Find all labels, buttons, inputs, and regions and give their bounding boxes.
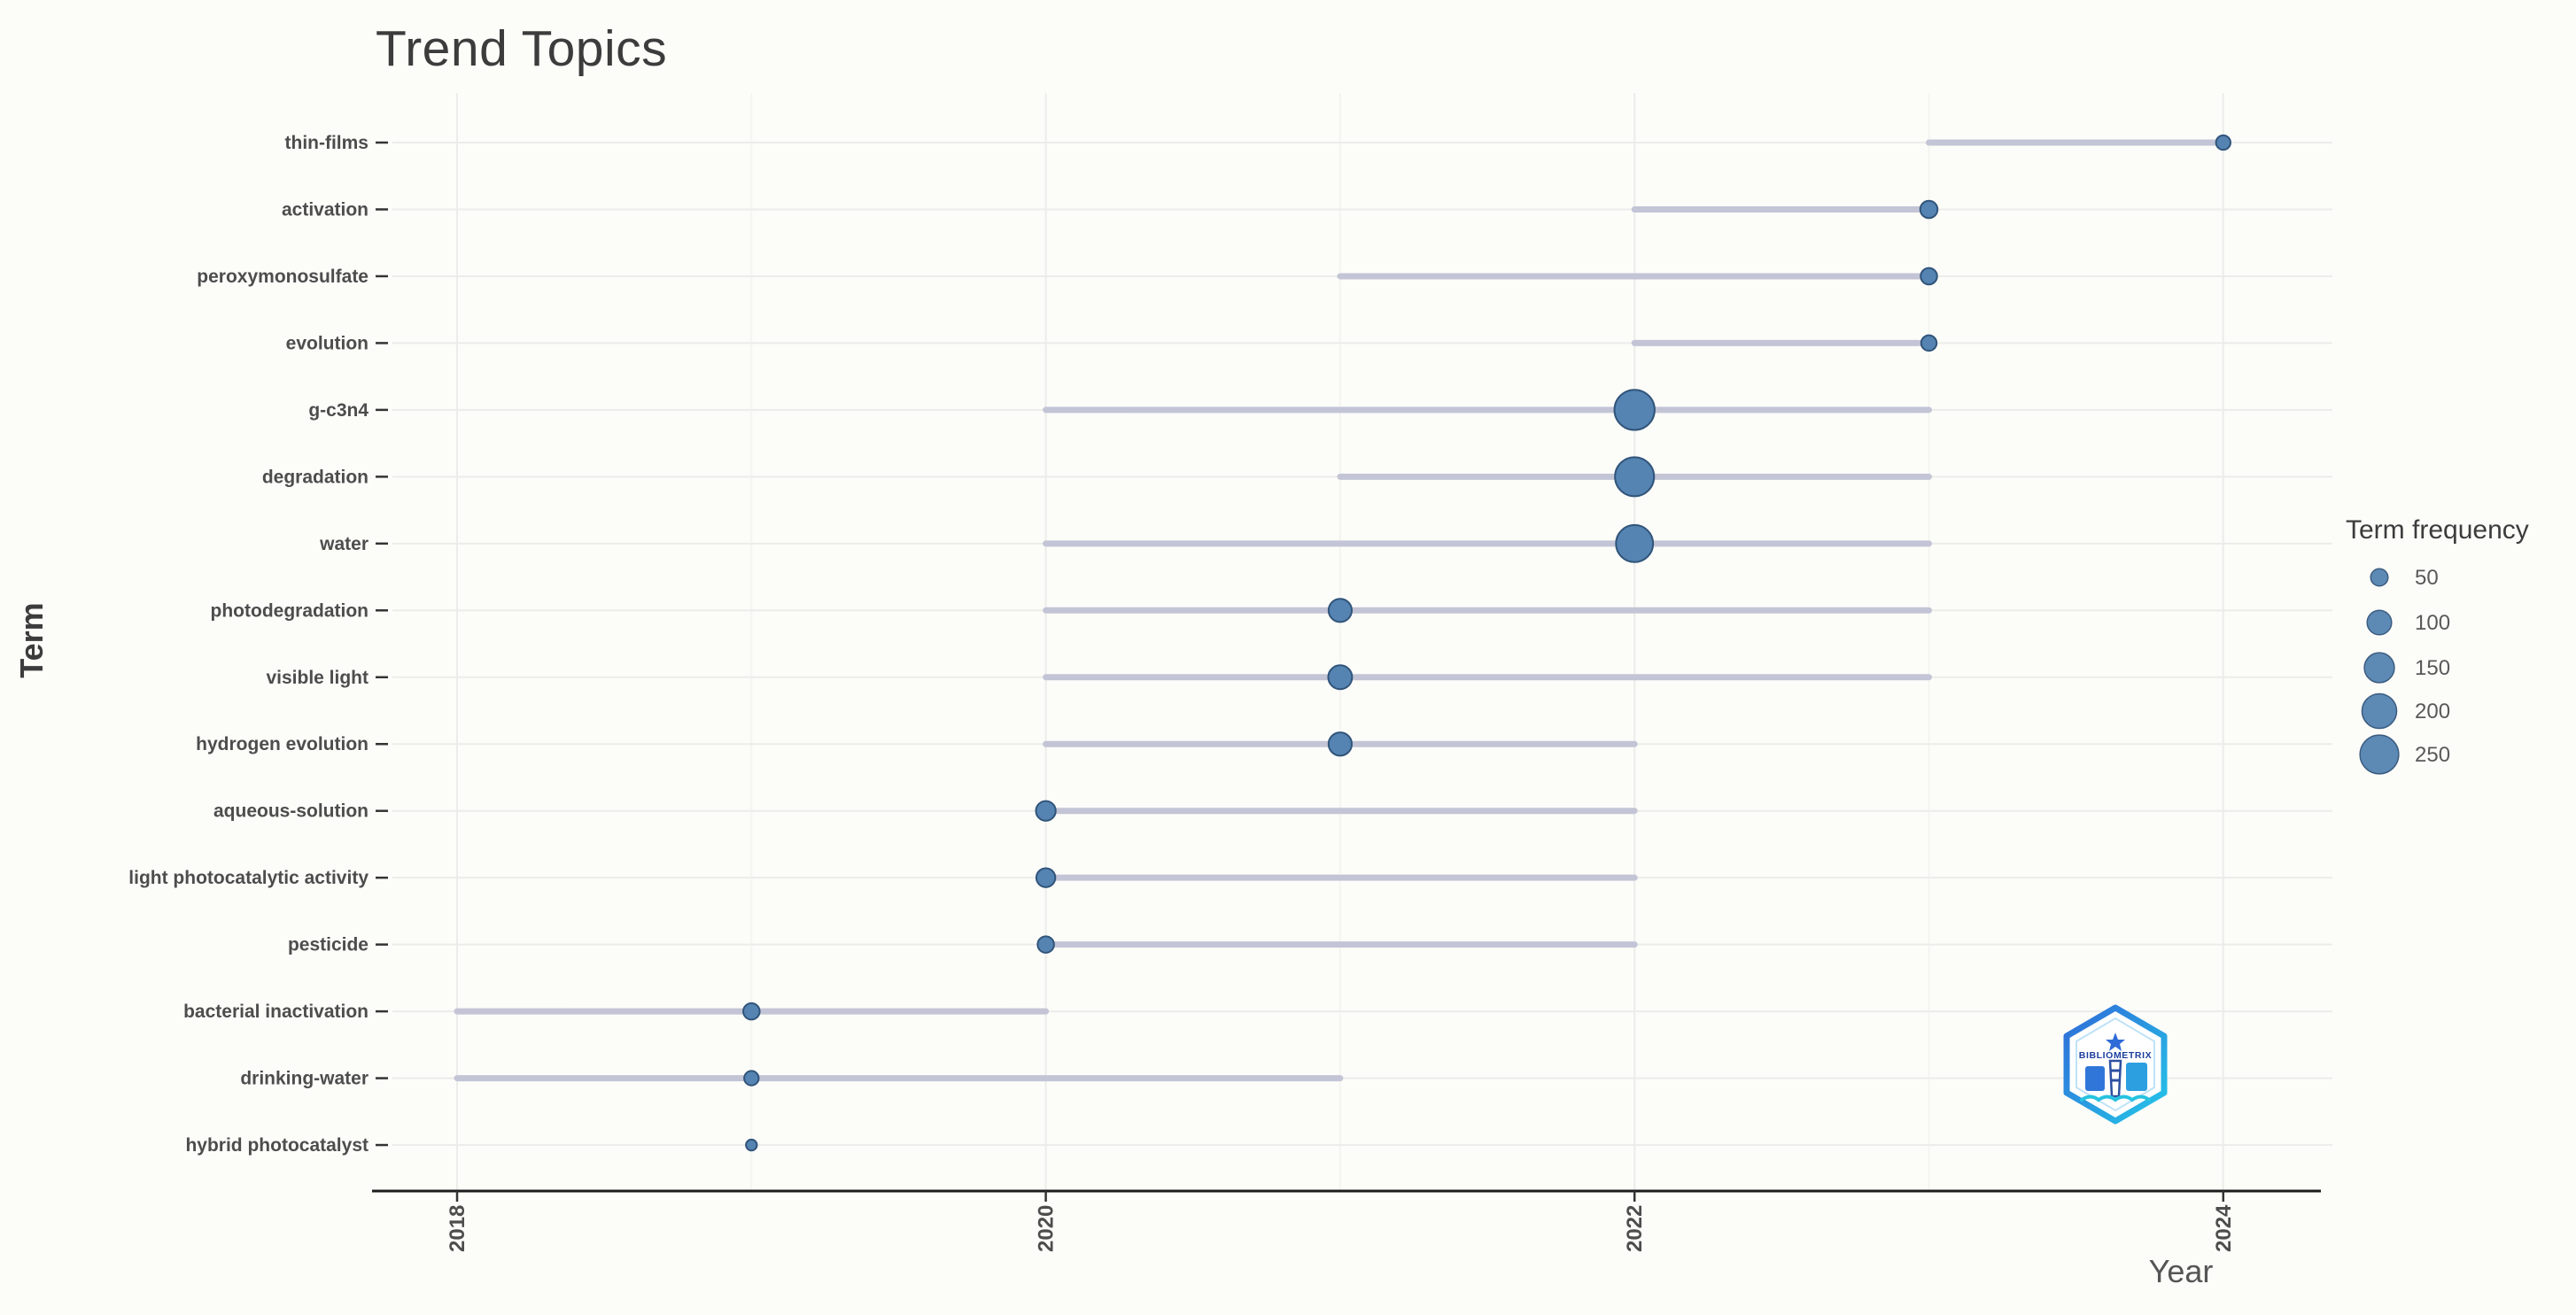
legend-value-label: 250 <box>2415 743 2450 767</box>
chart-title: Trend Topics <box>376 20 668 77</box>
term-frequency-dot <box>2215 134 2231 151</box>
term-label: degradation <box>262 467 369 487</box>
logo-wordmark: BIBLIOMETRIX <box>2079 1050 2152 1061</box>
x-axis-title: Year <box>2149 1253 2214 1289</box>
term-frequency-dot <box>1615 523 1655 563</box>
legend-size-dot <box>2363 652 2395 684</box>
term-frequency-dot <box>743 1070 760 1087</box>
legend-title: Term frequency <box>2346 515 2529 545</box>
term-label: pesticide <box>288 935 369 955</box>
legend-size-dot <box>2359 734 2400 775</box>
term-label: aqueous-solution <box>213 801 369 822</box>
term-frequency-dot <box>1327 664 1354 691</box>
x-tick-label: 2020 <box>1035 1205 1059 1252</box>
term-label: hydrogen evolution <box>196 734 369 754</box>
term-label: thin-films <box>285 133 369 153</box>
term-frequency-dot <box>745 1138 758 1152</box>
term-frequency-dot <box>1919 199 1939 220</box>
term-label: photodegradation <box>211 600 369 621</box>
logo-light-star <box>2106 1033 2125 1051</box>
term-label: hybrid photocatalyst <box>185 1135 369 1156</box>
term-frequency-dot <box>1036 935 1055 954</box>
logo-waves <box>2080 1095 2151 1102</box>
x-tick-label: 2018 <box>446 1205 469 1252</box>
legend-value-label: 50 <box>2415 566 2439 590</box>
term-label: drinking-water <box>240 1069 369 1089</box>
term-frequency-dot <box>1327 731 1353 757</box>
legend-size-dot <box>2361 692 2398 730</box>
term-label: water <box>319 534 369 554</box>
legend-value-label: 100 <box>2415 611 2450 635</box>
term-frequency-dot <box>742 1002 761 1021</box>
term-frequency-dot <box>1614 456 1656 498</box>
term-label: activation <box>282 199 369 220</box>
logo-hexagon: BIBLIOMETRIX <box>2063 1004 2168 1125</box>
legend-value-label: 200 <box>2415 700 2450 723</box>
x-tick-label: 2024 <box>2212 1204 2236 1252</box>
term-label: evolution <box>286 333 369 353</box>
term-frequency-dot <box>1920 334 1938 352</box>
term-label: g-c3n4 <box>308 400 369 421</box>
term-label: light photocatalytic activity <box>128 868 369 888</box>
y-axis-title: Term <box>13 602 50 677</box>
term-label: visible light <box>266 668 369 688</box>
logo-left-block <box>2085 1066 2105 1091</box>
term-label: bacterial inactivation <box>183 1002 369 1022</box>
term-frequency-dot <box>1035 867 1057 888</box>
term-label: peroxymonosulfate <box>197 267 369 287</box>
logo-lighthouse-tower <box>2108 1059 2122 1098</box>
term-frequency-dot <box>1613 389 1656 431</box>
logo-right-block <box>2126 1063 2147 1091</box>
legend-size-dot <box>2366 609 2393 636</box>
term-frequency-dot <box>1035 800 1057 822</box>
x-tick-label: 2022 <box>1623 1205 1647 1252</box>
term-frequency-dot <box>1327 598 1353 623</box>
bibliometrix-logo: BIBLIOMETRIX <box>2063 1004 2168 1125</box>
term-frequency-dot <box>1920 267 1938 286</box>
legend-value-label: 150 <box>2415 656 2450 680</box>
legend-size-dot <box>2370 568 2389 587</box>
